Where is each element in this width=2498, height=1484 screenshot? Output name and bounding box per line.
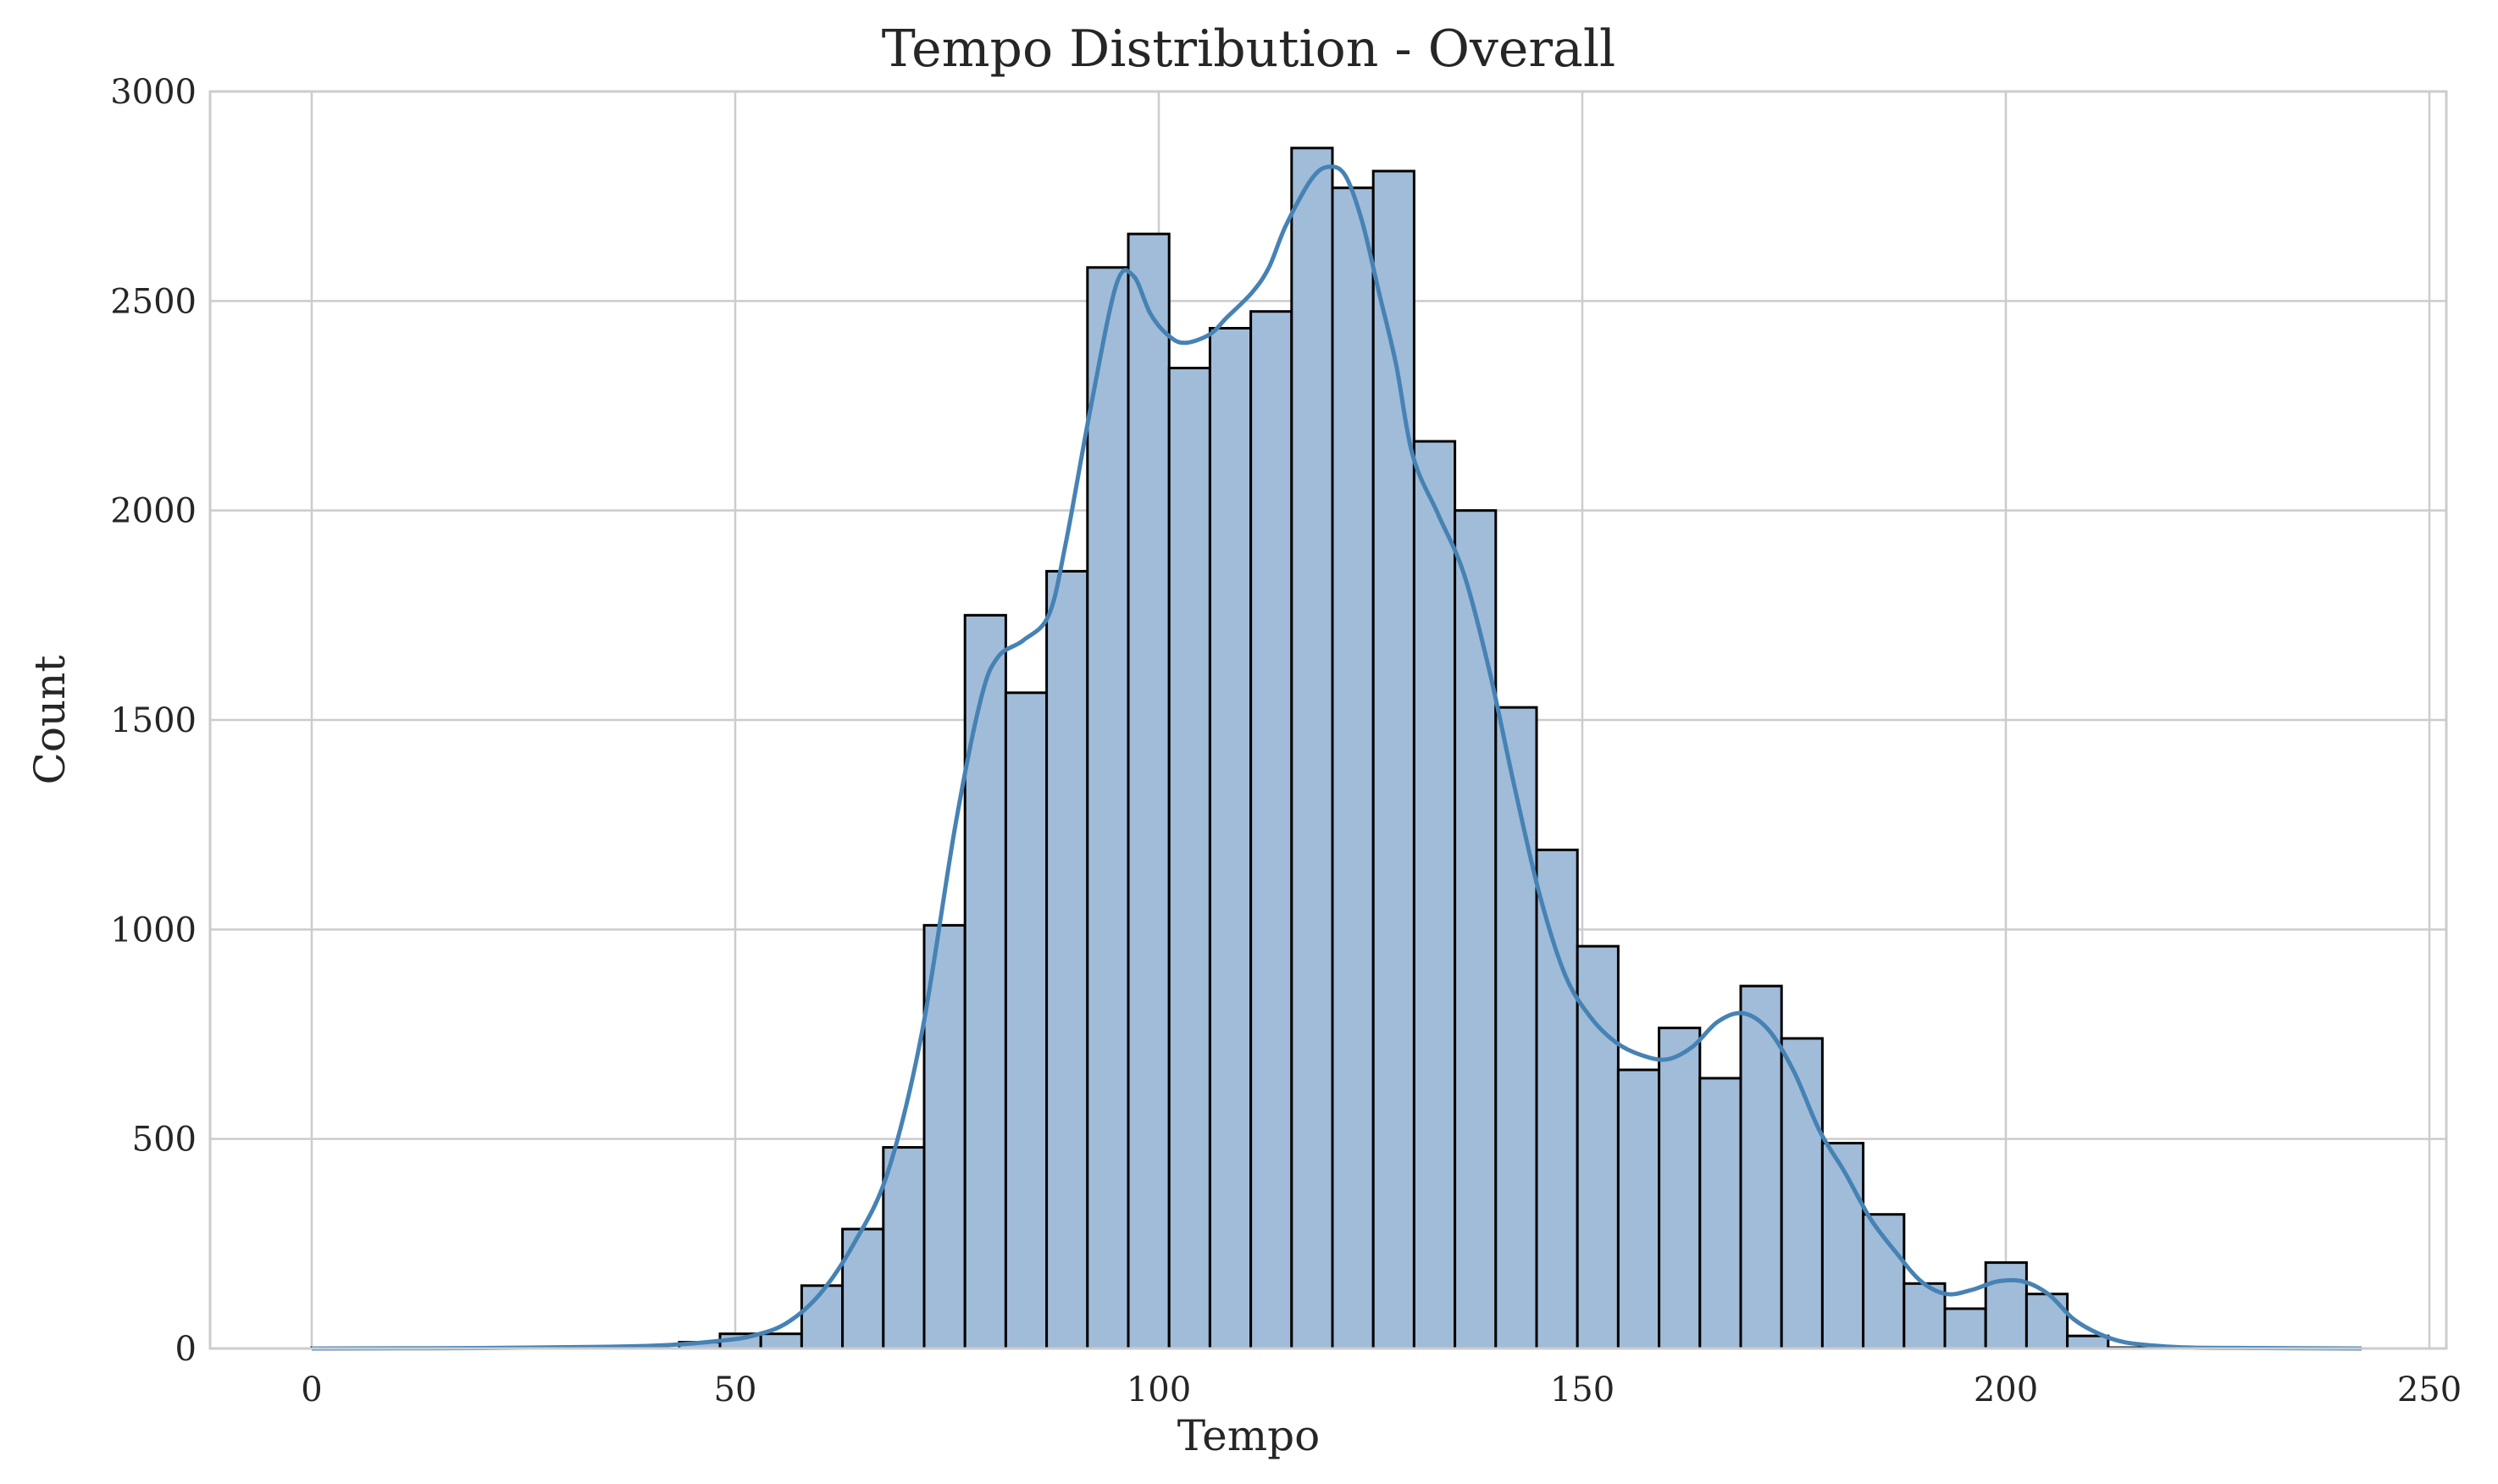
histogram-bar bbox=[1045, 569, 1089, 1350]
histogram-bar bbox=[1820, 1142, 1865, 1350]
x-tick-label: 50 bbox=[714, 1370, 757, 1409]
histogram-bar bbox=[1658, 1027, 1702, 1350]
histogram-bar bbox=[1167, 366, 1211, 1350]
x-tick-label: 250 bbox=[2397, 1370, 2462, 1409]
y-tick-label: 3000 bbox=[110, 73, 197, 112]
histogram-bar bbox=[1943, 1307, 1987, 1350]
histogram-bar bbox=[1984, 1261, 2028, 1350]
histogram-bar bbox=[2066, 1334, 2110, 1350]
x-tick-label: 150 bbox=[1550, 1370, 1615, 1409]
histogram-bar bbox=[1127, 232, 1171, 1350]
kde-curve-group bbox=[311, 164, 2362, 1351]
histogram-bar bbox=[1208, 326, 1253, 1350]
histogram-bar bbox=[1331, 186, 1375, 1350]
histogram-bar bbox=[1698, 1077, 1742, 1350]
histogram-bar bbox=[1494, 706, 1538, 1350]
histogram-bar bbox=[1249, 310, 1293, 1350]
histogram-bar bbox=[882, 1146, 926, 1350]
y-tick-label: 1000 bbox=[110, 911, 197, 950]
x-tick-label: 0 bbox=[301, 1370, 322, 1409]
x-tick-label: 100 bbox=[1127, 1370, 1191, 1409]
x-axis-label: Tempo bbox=[1177, 1411, 1321, 1460]
y-axis-label: Count bbox=[25, 656, 75, 785]
y-tick-label: 1500 bbox=[110, 701, 197, 740]
histogram-bar bbox=[1412, 440, 1457, 1350]
histogram-bar bbox=[2024, 1293, 2069, 1350]
histogram-bar bbox=[1371, 169, 1415, 1350]
histogram-bar bbox=[759, 1332, 803, 1350]
histogram-bar bbox=[1290, 147, 1334, 1350]
plot-frame bbox=[208, 90, 2448, 1350]
y-tick-label: 2500 bbox=[110, 282, 197, 321]
y-tick-label: 500 bbox=[132, 1121, 197, 1160]
histogram-bar bbox=[963, 613, 1007, 1350]
histogram-bars bbox=[310, 147, 2355, 1350]
histogram-bar bbox=[1616, 1068, 1661, 1350]
y-tick-label: 0 bbox=[175, 1330, 197, 1369]
chart-title: Tempo Distribution - Overall bbox=[882, 19, 1615, 79]
kde-line bbox=[311, 164, 2362, 1351]
histogram-bar bbox=[841, 1227, 885, 1350]
histogram-bar bbox=[1004, 691, 1049, 1350]
histogram-bar bbox=[1454, 509, 1498, 1350]
histogram-bar bbox=[1535, 848, 1579, 1350]
x-tick-label: 200 bbox=[1974, 1370, 2038, 1409]
y-tick-label: 2000 bbox=[110, 492, 197, 531]
histogram-bar bbox=[800, 1284, 845, 1350]
histogram-bar bbox=[1086, 266, 1130, 1350]
